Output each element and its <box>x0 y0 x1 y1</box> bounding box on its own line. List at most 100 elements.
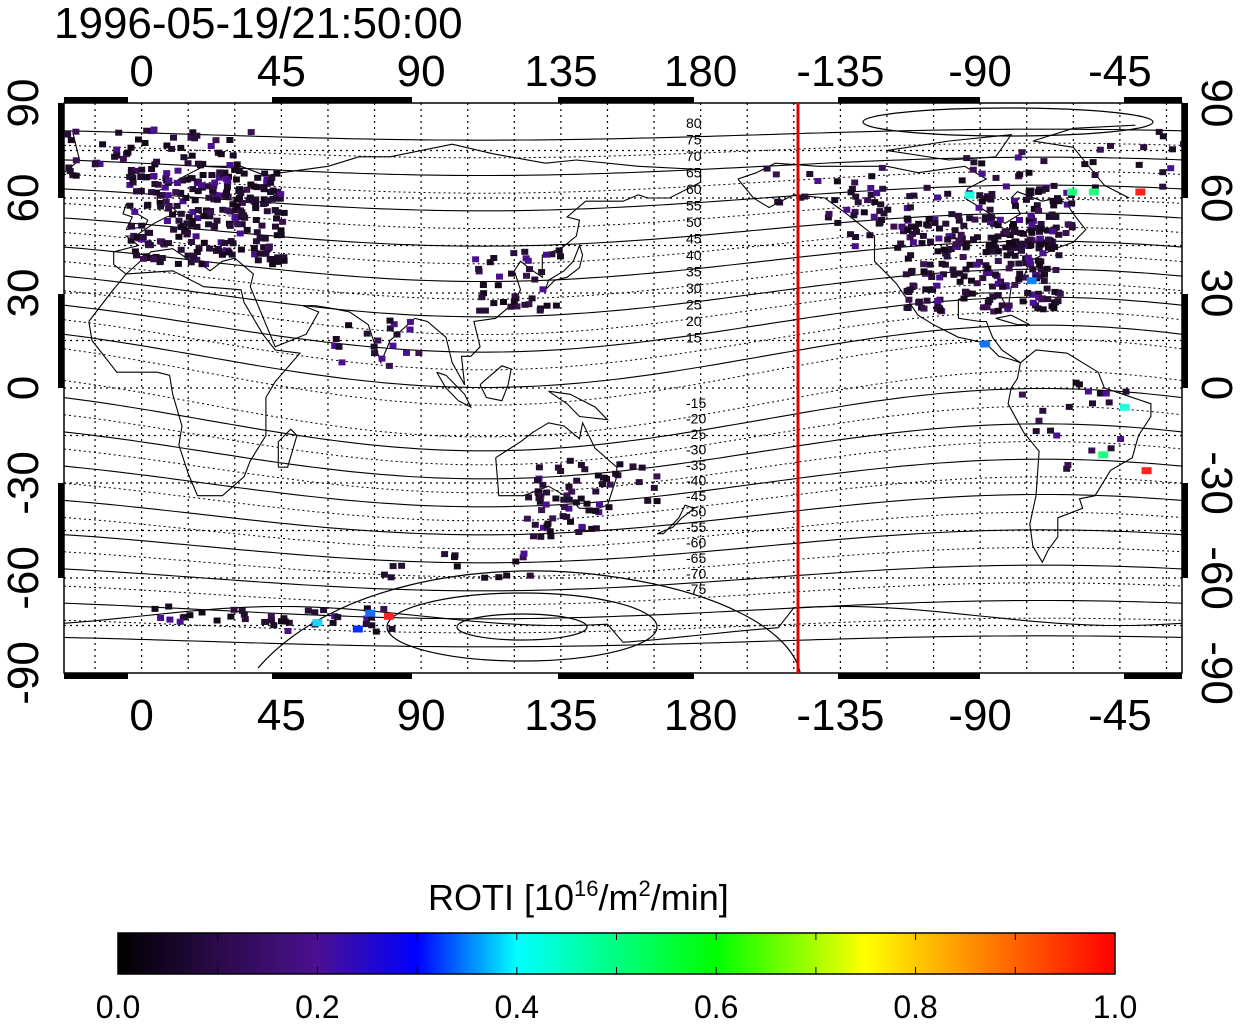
roti-cell <box>165 203 173 209</box>
roti-cell <box>944 190 952 197</box>
roti-cell <box>1068 221 1076 228</box>
roti-cell <box>177 246 185 253</box>
roti-cell <box>174 260 182 267</box>
roti-cell <box>403 349 410 356</box>
roti-cell <box>177 144 185 151</box>
roti-cell <box>1027 242 1035 249</box>
roti-cell <box>1030 205 1038 212</box>
roti-cell <box>236 186 243 193</box>
top-longitude-ticks: 0 45 90 135 180 -135 -90 -45 <box>129 47 1151 96</box>
roti-cell <box>927 286 935 293</box>
contour-label: 25 <box>686 297 702 313</box>
roti-cell <box>226 137 234 143</box>
roti-cell <box>1107 142 1114 149</box>
roti-cell <box>592 488 600 495</box>
roti-cell <box>1054 298 1062 305</box>
roti-cell <box>219 206 227 213</box>
roti-cell <box>64 131 72 138</box>
roti-cell <box>944 247 952 254</box>
roti-cell <box>549 515 557 522</box>
roti-cell-high <box>1135 188 1146 196</box>
roti-data-cells <box>64 126 1182 635</box>
roti-cell <box>566 457 574 464</box>
roti-cell <box>989 293 997 300</box>
roti-cell <box>851 208 859 215</box>
roti-cell <box>380 571 388 578</box>
roti-cell <box>273 215 280 222</box>
roti-cell <box>131 208 139 215</box>
frame-bar-right <box>1182 483 1188 578</box>
roti-cell <box>847 231 854 238</box>
roti-cell <box>1089 400 1096 407</box>
roti-cell <box>163 218 171 224</box>
roti-cell <box>153 158 161 165</box>
roti-cell <box>1018 149 1026 156</box>
roti-cell <box>1040 278 1048 284</box>
roti-cell <box>923 184 931 191</box>
contour-line <box>64 324 1182 389</box>
roti-cell <box>994 292 1002 299</box>
contour-label: 20 <box>686 313 702 329</box>
roti-cell <box>261 235 269 242</box>
contour-label: -15 <box>686 395 706 411</box>
roti-cell <box>372 628 380 635</box>
roti-cell <box>982 249 990 256</box>
roti-cell <box>902 271 910 278</box>
roti-cell <box>596 501 603 508</box>
roti-cell <box>243 186 251 193</box>
lat-tick-label: 0 <box>1192 376 1240 400</box>
roti-cell <box>605 504 613 511</box>
roti-cell <box>1044 236 1052 243</box>
roti-cell <box>990 242 998 249</box>
roti-cell <box>254 174 262 181</box>
roti-cell <box>555 247 563 254</box>
roti-cell <box>217 239 225 246</box>
roti-cell <box>904 305 912 311</box>
roti-cell <box>148 166 156 172</box>
roti-cell <box>386 317 394 324</box>
roti-cell <box>936 225 943 232</box>
roti-cell <box>213 617 221 624</box>
roti-cell <box>1065 403 1073 410</box>
roti-cell <box>267 179 275 186</box>
roti-cell <box>99 141 107 148</box>
roti-cell <box>371 350 379 357</box>
roti-cell <box>879 185 887 192</box>
roti-cell <box>148 189 155 196</box>
roti-cell <box>311 609 319 616</box>
roti-cell <box>284 628 292 634</box>
roti-cell <box>96 161 104 167</box>
roti-cell <box>522 255 530 262</box>
roti-cell <box>1040 158 1048 165</box>
roti-cell <box>528 295 536 302</box>
contour-line <box>64 617 1182 634</box>
roti-cell <box>1006 240 1013 246</box>
roti-cell <box>565 483 573 490</box>
roti-cell <box>988 191 996 197</box>
roti-cell <box>1022 260 1030 267</box>
roti-cell <box>1155 128 1163 135</box>
colorbar-tick-label: 0.2 <box>295 989 339 1024</box>
roti-cell <box>479 282 487 288</box>
roti-cell <box>386 325 394 332</box>
roti-cell <box>1029 299 1037 306</box>
frame-bar-right <box>1182 294 1188 388</box>
roti-cell <box>143 127 151 134</box>
roti-cell <box>150 172 158 179</box>
roti-cell <box>572 499 580 506</box>
roti-cell <box>252 238 260 245</box>
roti-cell <box>994 248 1002 255</box>
roti-cell <box>235 168 243 175</box>
colorbar-tick-label: 1.0 <box>1093 989 1137 1024</box>
roti-cell <box>126 202 134 209</box>
roti-cell <box>215 174 223 181</box>
roti-cell <box>843 206 851 213</box>
frame-bar-top <box>272 97 412 103</box>
roti-cell <box>187 134 195 141</box>
roti-cell <box>653 473 661 480</box>
roti-cell <box>179 177 187 184</box>
roti-cell <box>1021 274 1029 281</box>
roti-cell <box>194 188 202 195</box>
roti-cell <box>1015 260 1023 267</box>
roti-cell <box>1064 462 1072 468</box>
